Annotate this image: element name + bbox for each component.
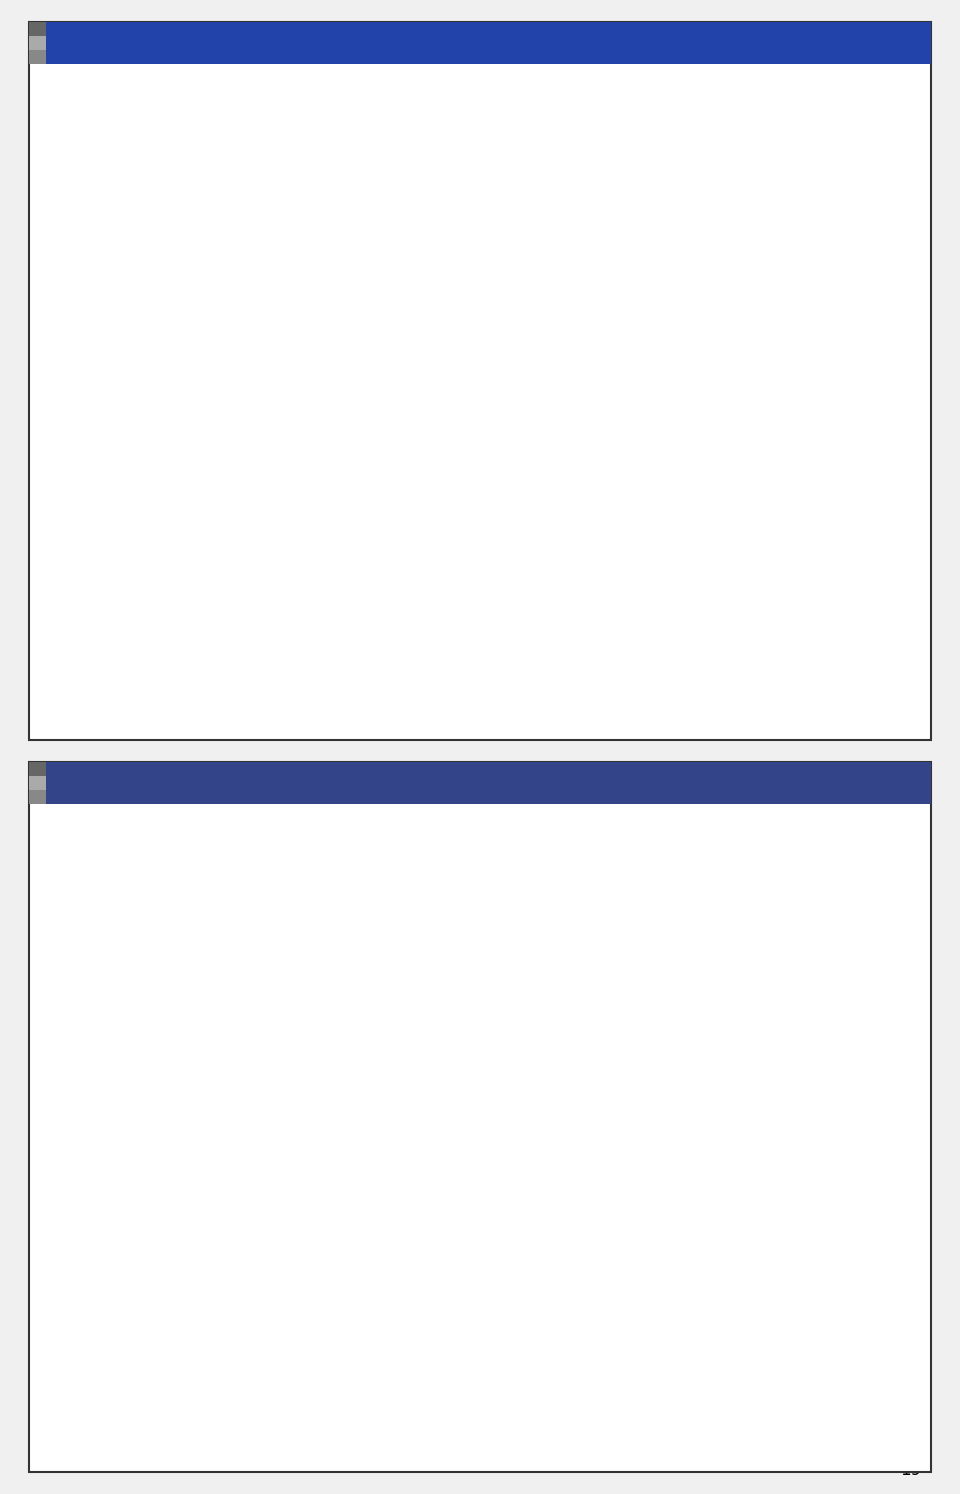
Text: HUVA - Hydrologiskt Utvecklingsarbete inom Vattenkraftindustrin: HUVA - Hydrologiskt Utvecklingsarbete in…: [67, 777, 528, 789]
Text: Så här fungerar det i Neckar: Så här fungerar det i Neckar: [67, 864, 557, 896]
Text: Neckar1 with resparea 1: Neckar1 with resparea 1: [112, 1107, 223, 1116]
Polygon shape: [332, 109, 589, 647]
Polygon shape: [433, 169, 485, 247]
Text: Mosel: Mosel: [362, 391, 382, 397]
Y-axis label: Discharge [m³/s]: Discharge [m³/s]: [61, 1162, 69, 1221]
Text: HUVA - Hydrologiskt Utvecklingsarbete inom Vattenkraftindustrin: HUVA - Hydrologiskt Utvecklingsarbete in…: [67, 37, 528, 49]
Text: Figure 1.   Simulated runoff for Neckar1 Feb-02--Feb-03 with (resparea 1) and wi: Figure 1. Simulated runoff for Neckar1 F…: [82, 1370, 538, 1389]
Polygon shape: [461, 366, 509, 444]
Ellipse shape: [451, 599, 512, 635]
Text: Tillämpning på floden Rhen: Tillämpning på floden Rhen: [67, 146, 669, 190]
Text: Neckar1 with resparea 0: Neckar1 with resparea 0: [112, 883, 223, 892]
Text: Schweiz: Schweiz: [446, 648, 475, 654]
Text: 19: 19: [900, 1461, 922, 1479]
Polygon shape: [448, 276, 501, 348]
Text: Nahe: Nahe: [391, 439, 410, 445]
Y-axis label: Discharge [m³/s]: Discharge [m³/s]: [61, 938, 69, 996]
Text: Main: Main: [541, 362, 558, 368]
Text: Neckar: Neckar: [501, 469, 525, 475]
